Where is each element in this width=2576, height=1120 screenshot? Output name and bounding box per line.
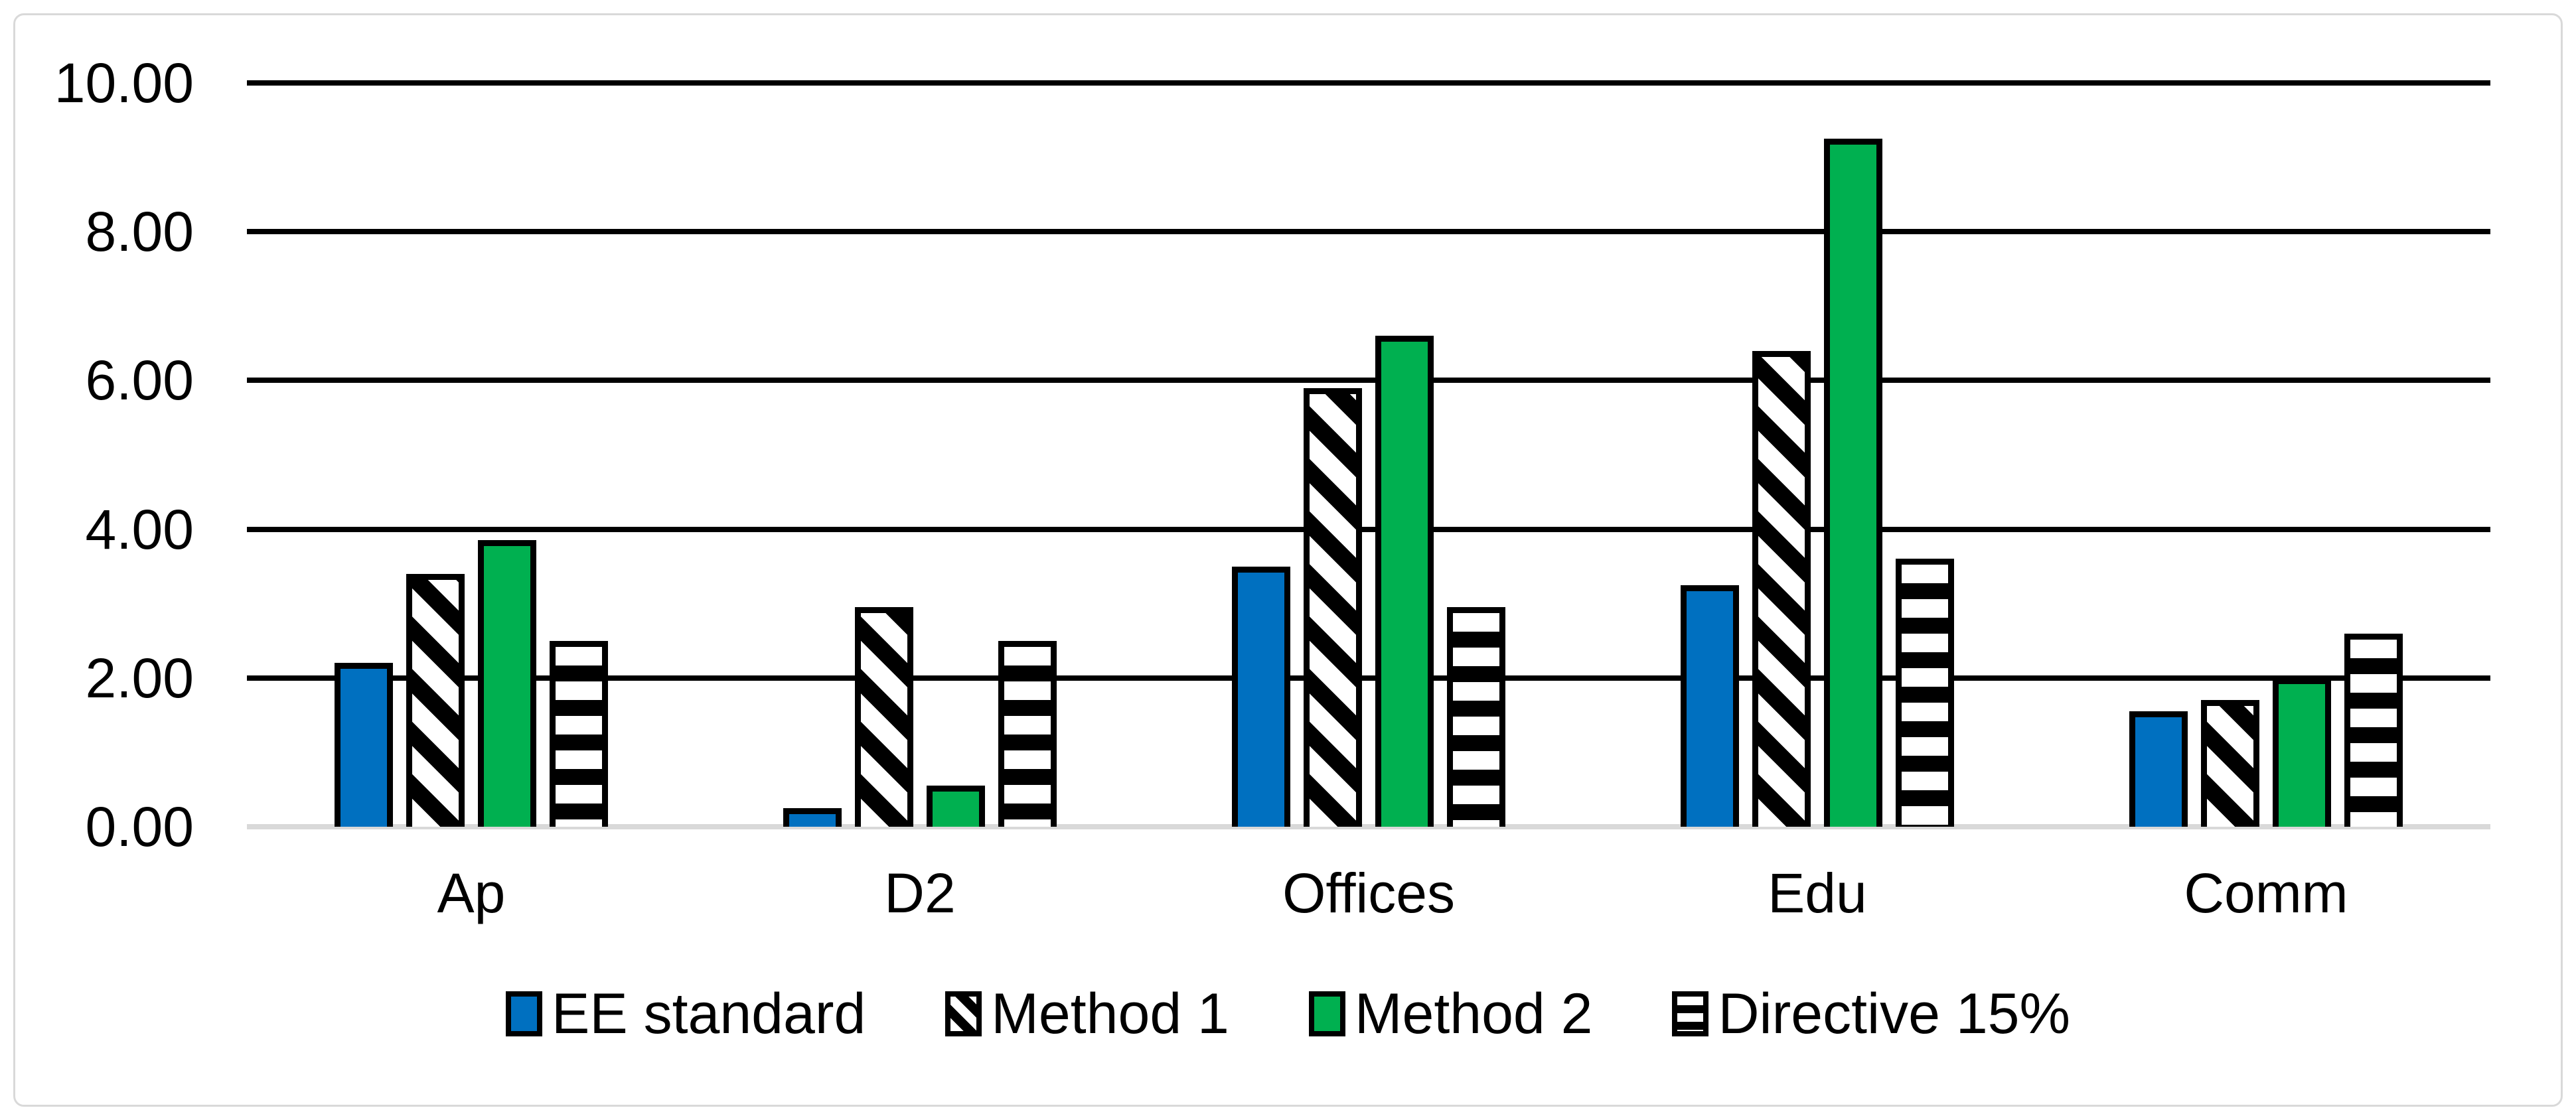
- x-axis-category-label-offices: Offices: [1282, 862, 1455, 924]
- bar-method-2-edu: [1824, 139, 1882, 827]
- bar-group-comm: [2042, 83, 2490, 827]
- legend-label-directive-15: Directive 15%: [1718, 982, 2070, 1046]
- legend-label-method-1: Method 1: [991, 982, 1229, 1046]
- legend-swatch-directive-15: [1672, 991, 1709, 1036]
- gridline-10.00: [247, 80, 2490, 86]
- bar-method-1-ap: [406, 573, 465, 827]
- bar-ee-standard-ap: [335, 663, 393, 827]
- legend-item-directive-15: Directive 15%: [1672, 985, 2070, 1042]
- bar-method-2-ap: [478, 540, 536, 827]
- gridline-2.00: [247, 675, 2490, 681]
- x-axis-category-label-comm: Comm: [2184, 862, 2348, 924]
- bar-method-1-comm: [2201, 700, 2259, 827]
- chart-frame: [13, 13, 2563, 1107]
- bar-directive-15-edu: [1896, 559, 1954, 827]
- legend-swatch-method-1: [945, 991, 982, 1036]
- legend-item-ee-standard: EE standard: [506, 985, 866, 1042]
- bar-group-ap: [247, 83, 696, 827]
- y-axis-tick-label: 4.00: [85, 498, 194, 561]
- bar-directive-15-comm: [2344, 633, 2403, 827]
- x-axis-category-label-edu: Edu: [1768, 862, 1867, 924]
- y-axis: 10.00 8.00 6.00 4.00 2.00 0.00: [0, 55, 194, 855]
- bar-groups: [247, 83, 2490, 827]
- x-axis-category-label-d2: D2: [884, 862, 956, 924]
- legend-swatch-method-2: [1308, 991, 1345, 1036]
- legend-item-method-1: Method 1: [945, 985, 1229, 1042]
- gridline-6.00: [247, 378, 2490, 384]
- bar-directive-15-offices: [1447, 607, 1505, 827]
- legend-item-method-2: Method 2: [1308, 982, 1593, 1046]
- bar-method-2-d2: [927, 786, 985, 827]
- bar-ee-standard-offices: [1232, 566, 1290, 827]
- bar-directive-15-ap: [550, 640, 608, 827]
- plot-area: [247, 80, 2490, 829]
- y-axis-tick-label: 0.00: [85, 796, 194, 858]
- bar-directive-15-d2: [998, 640, 1057, 827]
- bar-group-offices: [1144, 83, 1593, 827]
- legend: EE standard Method 1 Method 2 Directive 15%: [0, 985, 2576, 1042]
- legend-swatch-ee-standard: [506, 991, 542, 1036]
- bar-ee-standard-edu: [1681, 585, 1739, 827]
- x-axis-line: [247, 824, 2490, 829]
- y-axis-tick-label: 6.00: [85, 349, 194, 412]
- bar-method-1-d2: [855, 607, 913, 827]
- y-axis-tick-label: 2.00: [85, 646, 194, 709]
- x-axis-category-label-ap: Ap: [437, 862, 506, 924]
- bar-method-2-offices: [1375, 336, 1434, 827]
- bar-ee-standard-d2: [783, 807, 842, 827]
- x-axis: Ap D2 Offices Edu Comm: [247, 860, 2490, 927]
- gridline-8.00: [247, 229, 2490, 235]
- y-axis-tick-label: 10.00: [54, 52, 194, 114]
- bar-method-2-comm: [2273, 677, 2331, 827]
- bar-method-1-offices: [1304, 387, 1362, 827]
- gridline-4.00: [247, 526, 2490, 532]
- legend-label-method-2: Method 2: [1354, 982, 1593, 1046]
- bar-group-d2: [696, 83, 1144, 827]
- legend-label-ee-standard: EE standard: [552, 982, 866, 1046]
- bar-method-1-edu: [1752, 350, 1811, 827]
- bar-group-edu: [1593, 83, 2042, 827]
- bar-ee-standard-comm: [2129, 711, 2188, 827]
- y-axis-tick-label: 8.00: [85, 200, 194, 263]
